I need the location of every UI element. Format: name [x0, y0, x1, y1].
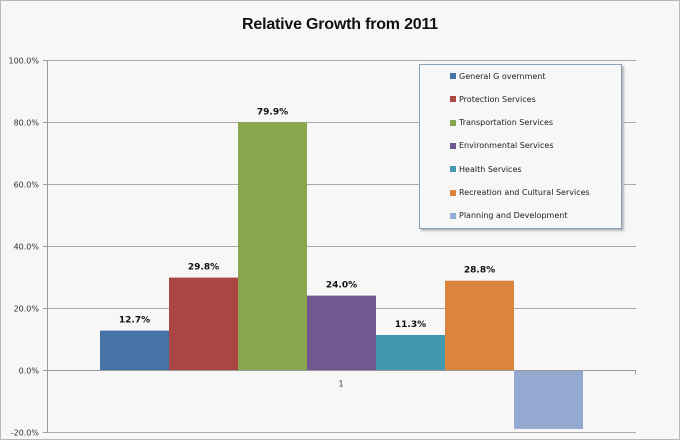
legend-label: Health Services	[459, 164, 522, 174]
axes: 1	[47, 60, 636, 432]
legend-swatch	[450, 142, 456, 149]
legend-swatch	[450, 212, 456, 219]
data-label: 29.8%	[188, 263, 219, 273]
legend-swatch	[450, 73, 456, 79]
y-axis-ticks: 100.0% 80.0% 60.0% 40.0% 20.0% 0.0% -20.0%	[8, 57, 47, 438]
legend-item: Recreation and Cultural Services	[450, 187, 590, 199]
data-labels: 12.7% 29.8% 79.9% 24.0% 11.3% 28.8%	[119, 107, 495, 330]
legend-swatch	[450, 119, 456, 126]
y-tick-label: 20.0%	[14, 305, 40, 314]
legend-item: Health Services	[450, 163, 522, 175]
bar-planning-and-development	[514, 370, 583, 429]
legend-swatch	[450, 96, 456, 103]
y-tick-label: 0.0%	[19, 367, 40, 376]
x-category-label: 1	[338, 380, 343, 389]
legend-item: General G overnment	[450, 70, 546, 82]
legend-swatch	[450, 189, 456, 196]
legend-label: Planning and Development	[459, 211, 568, 221]
legend-label: General G overnment	[459, 71, 546, 81]
y-tick-label: 60.0%	[14, 181, 40, 190]
data-label: 12.7%	[119, 316, 150, 326]
legend-item: Transportation Services	[450, 117, 553, 129]
data-label: 24.0%	[326, 281, 357, 291]
y-tick-label: 40.0%	[14, 243, 40, 252]
data-label: 11.3%	[395, 320, 426, 330]
chart-title: Relative Growth from 2011	[242, 16, 438, 33]
legend-label: Transportation Services	[459, 118, 554, 128]
bar-recreation-and-cultural-services	[445, 280, 514, 370]
y-tick-label: -20.0%	[11, 429, 40, 438]
legend-item: Protection Services	[450, 93, 536, 105]
bars	[100, 122, 583, 429]
legend-swatch	[450, 166, 456, 173]
y-tick-label: 100.0%	[8, 57, 39, 66]
bar-general-g-overnment	[100, 330, 169, 370]
legend-item: Planning and Development	[450, 210, 567, 222]
legend-label: Recreation and Cultural Services	[459, 188, 590, 197]
legend: General G overnment Protection Services Tr…	[419, 64, 622, 229]
data-label: 79.9%	[257, 107, 288, 117]
legend-label: Environmental Services	[459, 141, 554, 151]
legend-item: Environmental Services	[450, 140, 553, 152]
legend-label: Protection Services	[459, 94, 536, 104]
data-label: 28.8%	[464, 266, 495, 276]
bar-transportation-services	[238, 122, 307, 370]
y-tick-label: 80.0%	[14, 119, 40, 128]
bar-protection-services	[169, 277, 238, 370]
bar-environmental-services	[307, 295, 376, 370]
bar-health-services	[376, 335, 445, 370]
